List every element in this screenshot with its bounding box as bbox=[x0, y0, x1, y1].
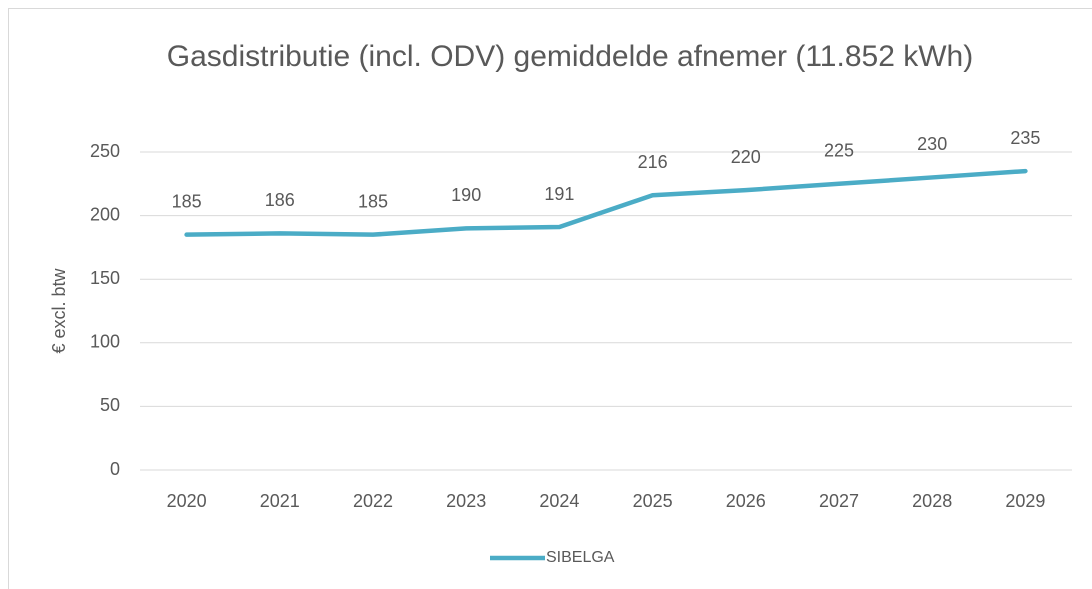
data-label: 216 bbox=[638, 152, 668, 172]
data-label: 190 bbox=[451, 185, 481, 205]
data-label: 185 bbox=[172, 191, 202, 211]
data-label: 191 bbox=[544, 184, 574, 204]
y-tick-label: 100 bbox=[90, 332, 120, 352]
data-label: 230 bbox=[917, 134, 947, 154]
y-tick-label: 200 bbox=[90, 204, 120, 224]
x-tick-label: 2024 bbox=[539, 491, 579, 511]
data-label: 220 bbox=[731, 147, 761, 167]
x-tick-label: 2029 bbox=[1005, 491, 1045, 511]
data-label: 186 bbox=[265, 190, 295, 210]
x-tick-label: 2020 bbox=[167, 491, 207, 511]
x-tick-label: 2028 bbox=[912, 491, 952, 511]
data-label: 185 bbox=[358, 191, 388, 211]
y-tick-label: 50 bbox=[100, 395, 120, 415]
y-axis-label: € excl. btw bbox=[49, 267, 69, 353]
chart-title: Gasdistributie (incl. ODV) gemiddelde af… bbox=[166, 40, 974, 73]
x-tick-label: 2025 bbox=[633, 491, 673, 511]
x-tick-label: 2021 bbox=[260, 491, 300, 511]
x-tick-label: 2026 bbox=[726, 491, 766, 511]
y-tick-label: 250 bbox=[90, 141, 120, 161]
x-tick-label: 2027 bbox=[819, 491, 859, 511]
y-tick-label: 0 bbox=[110, 459, 120, 479]
y-tick-label: 150 bbox=[90, 268, 120, 288]
series-line bbox=[184, 168, 1028, 237]
data-label: 225 bbox=[824, 141, 854, 161]
x-tick-label: 2023 bbox=[446, 491, 486, 511]
chart-border bbox=[8, 8, 1092, 589]
x-tick-label: 2022 bbox=[353, 491, 393, 511]
data-label: 235 bbox=[1010, 128, 1040, 148]
legend-label: SIBELGA bbox=[546, 549, 615, 566]
